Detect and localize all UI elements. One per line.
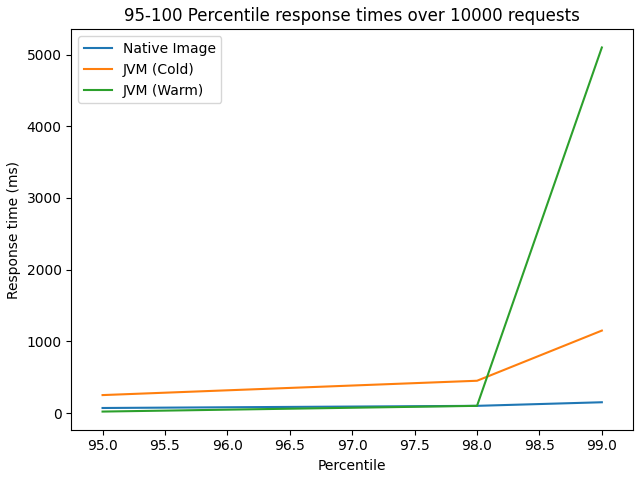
- Y-axis label: Response time (ms): Response time (ms): [7, 160, 21, 299]
- JVM (Cold): [473, 378, 481, 384]
- X-axis label: Percentile: Percentile: [318, 459, 387, 473]
- Native Image: [598, 399, 605, 405]
- JVM (Warm): [598, 45, 605, 50]
- JVM (Cold): [99, 392, 106, 398]
- Native Image: [99, 405, 106, 411]
- Legend: Native Image, JVM (Cold), JVM (Warm): Native Image, JVM (Cold), JVM (Warm): [78, 36, 221, 103]
- JVM (Warm): [99, 408, 106, 414]
- Line: JVM (Warm): JVM (Warm): [102, 48, 602, 411]
- Line: Native Image: Native Image: [102, 402, 602, 408]
- Native Image: [473, 403, 481, 408]
- Line: JVM (Cold): JVM (Cold): [102, 331, 602, 395]
- Title: 95-100 Percentile response times over 10000 requests: 95-100 Percentile response times over 10…: [124, 7, 580, 25]
- JVM (Cold): [598, 328, 605, 334]
- JVM (Warm): [473, 403, 481, 408]
